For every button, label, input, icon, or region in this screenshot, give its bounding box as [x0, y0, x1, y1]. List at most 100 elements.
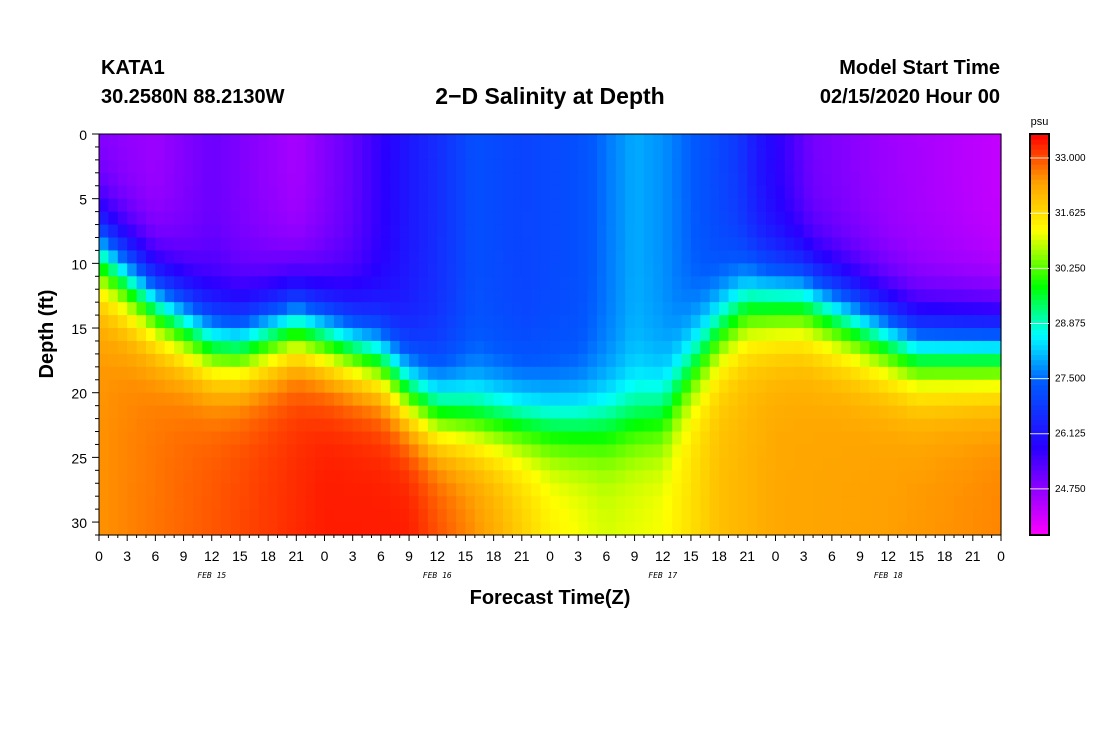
heatmap-cell	[277, 172, 288, 187]
heatmap-cell	[399, 340, 410, 355]
heatmap-cell	[503, 237, 514, 252]
heatmap-cell	[775, 159, 786, 174]
heatmap-cell	[136, 379, 147, 394]
heatmap-cell	[681, 263, 692, 277]
heatmap-cell	[503, 134, 514, 148]
heatmap-cell	[99, 470, 109, 484]
heatmap-cell	[897, 276, 908, 290]
colorbar-segment	[1030, 204, 1049, 210]
heatmap-cell	[559, 302, 570, 316]
heatmap-cell	[333, 496, 344, 510]
heatmap-cell	[784, 185, 795, 200]
heatmap-cell	[268, 263, 279, 277]
heatmap-cell	[409, 328, 420, 342]
heatmap-cell	[954, 418, 965, 433]
heatmap-cell	[531, 250, 542, 264]
heatmap-cell	[315, 315, 326, 329]
heatmap-cell	[672, 237, 683, 252]
heatmap-cell	[662, 431, 673, 446]
heatmap-cell	[794, 289, 805, 303]
colorbar-segment	[1030, 239, 1049, 245]
heatmap-cell	[719, 289, 730, 303]
heatmap-cell	[869, 340, 880, 355]
heatmap-cell	[587, 289, 598, 303]
heatmap-cell	[305, 198, 316, 213]
heatmap-cell	[211, 172, 222, 187]
heatmap-cell	[380, 237, 391, 252]
heatmap-cell	[672, 172, 683, 187]
heatmap-cell	[954, 405, 965, 420]
heatmap-cell	[606, 522, 617, 536]
heatmap-cell	[117, 496, 128, 510]
heatmap-cell	[427, 134, 438, 148]
x-tick-label: 0	[546, 548, 554, 564]
heatmap-cell	[164, 315, 175, 329]
heatmap-cell	[474, 353, 485, 368]
heatmap-cell	[672, 276, 683, 290]
heatmap-cell	[305, 211, 316, 226]
heatmap-cell	[352, 457, 363, 471]
heatmap-cell	[465, 522, 476, 536]
heatmap-cell	[286, 198, 297, 213]
heatmap-cell	[503, 328, 514, 342]
heatmap-cell	[568, 146, 579, 161]
heatmap-cell	[578, 496, 589, 510]
heatmap-cell	[878, 379, 889, 394]
heatmap-cell	[897, 250, 908, 264]
heatmap-cell	[662, 366, 673, 381]
heatmap-cell	[578, 237, 589, 252]
heatmap-cell	[456, 392, 467, 407]
heatmap-cell	[916, 159, 927, 174]
heatmap-cell	[249, 172, 260, 187]
heatmap-cell	[634, 379, 645, 394]
heatmap-cell	[916, 198, 927, 213]
heatmap-cell	[437, 146, 448, 161]
heatmap-cell	[728, 392, 739, 407]
heatmap-cell	[643, 431, 654, 446]
heatmap-cell	[305, 185, 316, 200]
heatmap-cell	[963, 366, 974, 381]
heatmap-cell	[972, 457, 983, 471]
heatmap-cell	[512, 328, 523, 342]
heatmap-cell	[550, 185, 560, 200]
heatmap-cell	[634, 211, 645, 226]
heatmap-cell	[606, 366, 617, 381]
heatmap-cell	[145, 470, 156, 484]
heatmap-cell	[437, 509, 448, 523]
heatmap-cell	[174, 405, 185, 420]
heatmap-cell	[155, 457, 166, 471]
heatmap-cell	[249, 302, 260, 316]
heatmap-cell	[211, 159, 222, 174]
x-tick-label: 9	[180, 548, 188, 564]
heatmap-cell	[456, 185, 467, 200]
heatmap-cell	[550, 522, 560, 536]
heatmap-cell	[831, 470, 842, 484]
heatmap-cell	[333, 366, 344, 381]
heatmap-cell	[324, 379, 335, 394]
heatmap-cell	[183, 496, 194, 510]
heatmap-cell	[737, 418, 748, 433]
heatmap-cell	[155, 405, 166, 420]
heatmap-cell	[728, 185, 739, 200]
heatmap-cell	[700, 418, 711, 433]
heatmap-cell	[907, 172, 918, 187]
heatmap-cell	[211, 405, 222, 420]
heatmap-cell	[709, 328, 720, 342]
heatmap-cell	[831, 198, 842, 213]
colorbar-segment	[1030, 474, 1049, 481]
heatmap-cell	[625, 366, 636, 381]
heatmap-cell	[418, 302, 429, 316]
heatmap-cell	[127, 302, 138, 316]
heatmap-cell	[531, 263, 542, 277]
heatmap-cell	[493, 198, 504, 213]
heatmap-cell	[850, 134, 861, 148]
heatmap-cell	[878, 328, 889, 342]
heatmap-cell	[643, 263, 654, 277]
heatmap-cell	[268, 366, 279, 381]
heatmap-cell	[183, 366, 194, 381]
heatmap-cell	[512, 146, 523, 161]
heatmap-cell	[456, 198, 467, 213]
heatmap-cell	[352, 134, 363, 148]
heatmap-cell	[803, 431, 814, 446]
heatmap-cell	[634, 276, 645, 290]
